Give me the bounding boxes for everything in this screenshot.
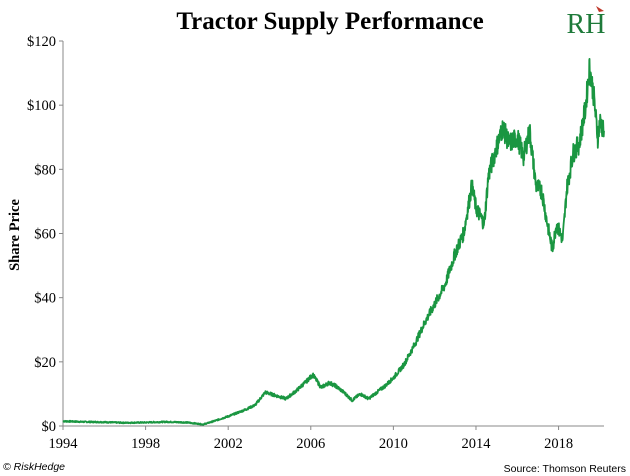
source-text: Source: Thomson Reuters	[504, 463, 626, 475]
x-tick-label: 2018	[544, 436, 573, 452]
y-tick-label: $40	[34, 291, 56, 307]
y-tick-label: $120	[27, 34, 56, 50]
x-tick-label: 1998	[131, 436, 160, 452]
y-tick-label: $80	[34, 162, 56, 178]
y-axis-label: Share Price	[7, 199, 23, 271]
axes	[62, 41, 604, 427]
y-tick-label: $100	[27, 98, 56, 114]
x-tick-label: 1994	[49, 436, 79, 452]
ticks: $0 $20 $40 $60 $80 $100 $120 1994 1998 2002 2006 20…	[27, 34, 573, 452]
riskhedge-logo: RH	[567, 6, 606, 40]
y-tick-label: $20	[34, 355, 56, 371]
logo-flag-icon	[596, 6, 604, 12]
y-tick-label: $60	[34, 227, 56, 243]
series-layer	[62, 58, 605, 426]
chart-title: Tractor Supply Performance	[176, 8, 483, 35]
y-tick-label: $0	[42, 419, 57, 435]
credit-text: © RiskHedge	[3, 461, 65, 473]
x-tick-label: 2002	[214, 436, 243, 452]
series-line	[62, 58, 605, 426]
x-tick-label: 2014	[461, 436, 491, 452]
logo-letters: RH	[567, 9, 606, 40]
x-tick-label: 2006	[296, 436, 325, 452]
x-tick-label: 2010	[379, 436, 408, 452]
